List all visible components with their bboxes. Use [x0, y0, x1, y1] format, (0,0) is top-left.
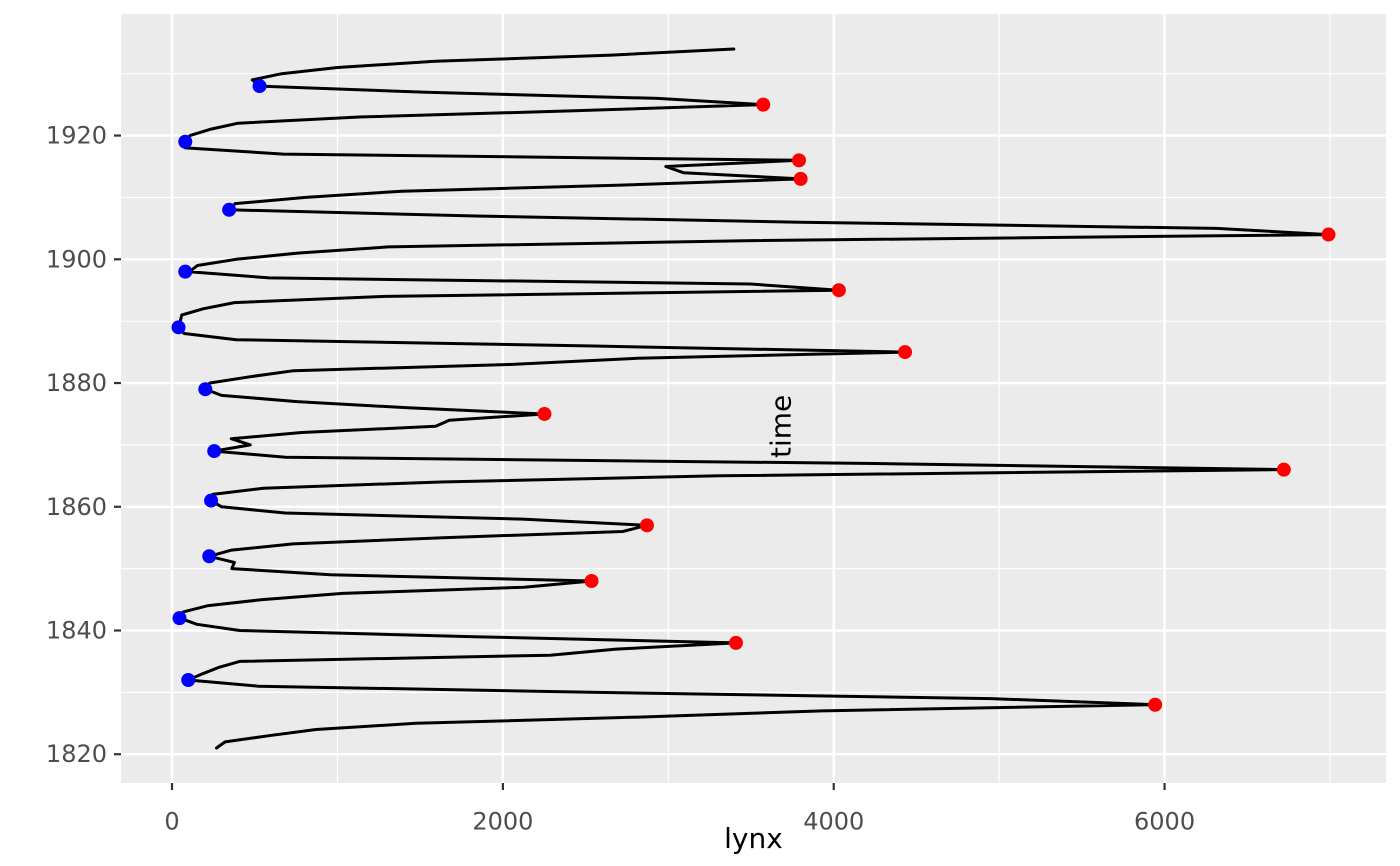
peak-point: [639, 518, 654, 533]
lynx-line: [177, 47, 1330, 750]
peak-point: [537, 406, 552, 421]
x-tick-label: 6000: [1134, 808, 1195, 836]
peak-point: [793, 171, 808, 186]
trough-point: [252, 79, 267, 94]
peak-point: [831, 283, 846, 298]
y-axis-title: time: [764, 394, 798, 459]
y-tick-label: 1920: [46, 122, 107, 150]
y-tick-label: 1880: [46, 369, 107, 397]
peak-point: [584, 574, 599, 589]
peak-point: [756, 97, 771, 112]
peak-point: [898, 345, 913, 360]
y-tick-label: 1900: [46, 245, 107, 273]
y-tick-label: 1840: [46, 616, 107, 644]
y-tick-label: 1820: [46, 740, 107, 768]
x-tick-label: 4000: [803, 808, 864, 836]
y-tick-label: 1860: [46, 493, 107, 521]
trough-point: [171, 320, 186, 335]
peak-point: [791, 153, 806, 168]
peak-point: [1321, 227, 1336, 242]
trough-point: [198, 382, 213, 397]
plot-panel: [121, 14, 1386, 783]
trough-point: [207, 444, 222, 459]
peak-point: [728, 635, 743, 650]
peak-point: [1276, 462, 1291, 477]
trough-point: [202, 549, 217, 564]
trough-point: [178, 134, 193, 149]
x-tick-label: 2000: [472, 808, 533, 836]
trough-point: [204, 493, 219, 508]
x-tick-label: 0: [164, 808, 179, 836]
trough-point: [178, 264, 193, 279]
x-axis-title: lynx: [724, 822, 783, 855]
trough-point: [172, 611, 187, 626]
peak-point: [1148, 697, 1163, 712]
trough-point: [222, 202, 237, 217]
trough-point: [181, 672, 196, 687]
